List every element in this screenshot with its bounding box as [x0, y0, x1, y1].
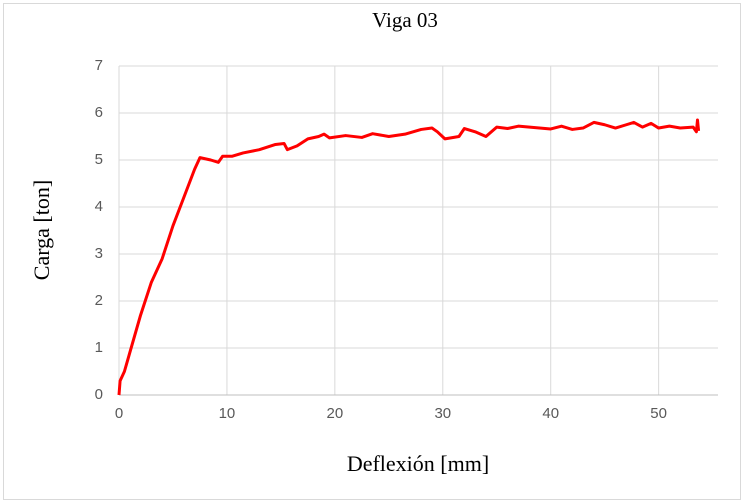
y-tick-label: 3 [95, 245, 103, 262]
y-tick-label: 6 [95, 104, 103, 121]
data-line [117, 118, 701, 396]
x-tick-label: 0 [115, 405, 123, 422]
x-tick-label: 20 [327, 405, 344, 422]
y-tick-label: 5 [95, 151, 103, 168]
y-tick-label: 1 [95, 339, 103, 356]
y-tick-label: 4 [95, 198, 103, 215]
x-axis-title: Deflexión [mm] [347, 451, 489, 476]
x-tick-label: 40 [542, 405, 559, 422]
y-axis-title: Carga [ton] [29, 180, 54, 280]
x-tick-label: 50 [650, 405, 667, 422]
x-tick-label: 30 [434, 405, 451, 422]
chart-title: Viga 03 [372, 8, 438, 32]
chart-border [3, 3, 741, 500]
y-tick-label: 0 [95, 386, 103, 403]
x-tick-label: 10 [219, 405, 236, 422]
y-tick-label: 2 [95, 292, 103, 309]
y-tick-label: 7 [95, 57, 103, 74]
